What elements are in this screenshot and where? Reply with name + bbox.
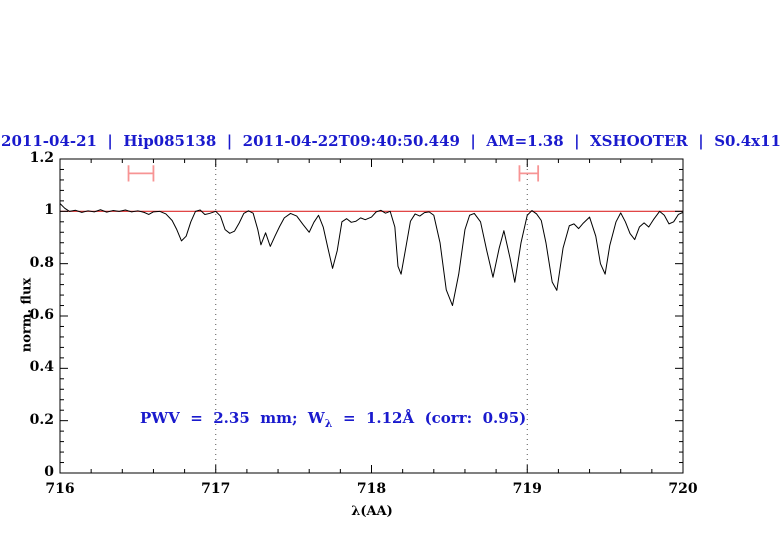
figure-title: 2011-04-21 | Hip085138 | 2011-04-22T09:4…	[1, 132, 781, 150]
y-tick-label: 1	[44, 202, 54, 219]
range-marker	[518, 165, 540, 182]
y-tick-label: 0	[44, 464, 54, 480]
pwv-annotation-suffix: = 1.12Å (corr: 0.95)	[332, 409, 527, 427]
y-tick-label: 0.6	[29, 307, 54, 323]
y-tick-label: 0.2	[29, 411, 54, 428]
pwv-annotation-subscript: λ	[324, 417, 333, 430]
y-tick-label: 0.8	[29, 254, 54, 271]
x-tick-label: 720	[668, 481, 698, 497]
y-tick-label: 0.4	[29, 359, 54, 376]
range-marker	[127, 165, 155, 182]
pwv-annotation: PWV = 2.35 mm; Wλ = 1.12Å (corr: 0.95)	[140, 409, 526, 430]
pwv-annotation-prefix: PWV = 2.35 mm; W	[140, 409, 325, 427]
x-tick-label: 717	[201, 481, 231, 497]
x-tick-label: 719	[512, 481, 542, 497]
x-tick-label: 716	[45, 481, 75, 497]
y-tick-label: 1.2	[29, 150, 54, 166]
spectrum-line	[59, 202, 684, 307]
x-axis-title: λ(AA)	[351, 504, 393, 519]
x-tick-label: 718	[356, 481, 387, 497]
